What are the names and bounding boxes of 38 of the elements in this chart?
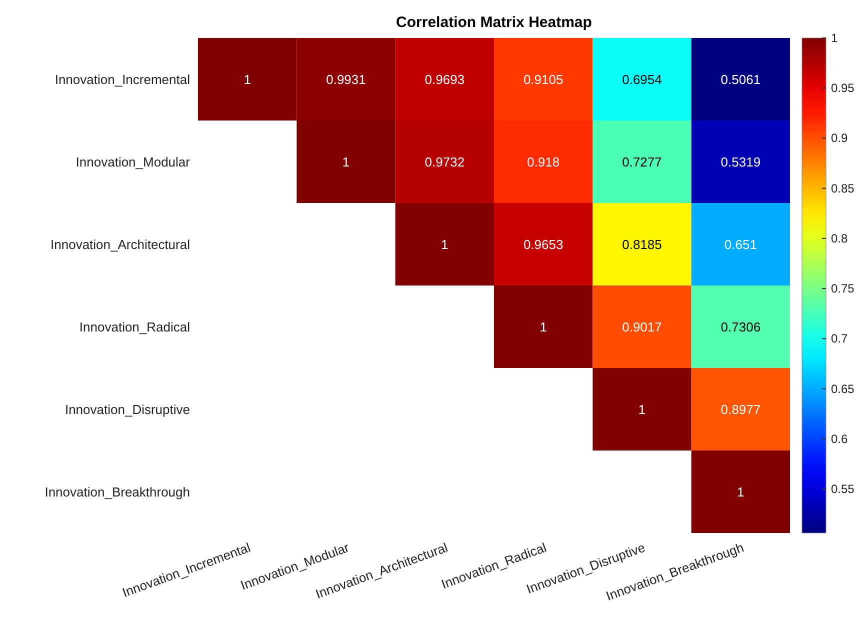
y-tick-label: Innovation_Modular [76, 154, 191, 170]
data-label: 1 [244, 72, 251, 87]
data-label: 0.5061 [720, 72, 761, 87]
y-tick-label: Innovation_Disruptive [64, 402, 190, 417]
y-tick-label: Innovation_Radical [79, 319, 190, 334]
y-tick-label: Innovation_Architectural [50, 236, 190, 252]
color-bar-label: 0.55 [831, 482, 855, 496]
data-label: 0.8185 [622, 236, 662, 252]
y-tick-label: Innovation_Breakthrough [44, 484, 190, 500]
color-bar-label: 0.7 [831, 332, 848, 346]
data-label: 0.9931 [326, 72, 366, 87]
data-label: 1 [638, 402, 646, 417]
color-bar-label: 0.65 [831, 382, 855, 396]
color-bar-label: 1 [831, 31, 838, 45]
color-bar-label: 0.8 [831, 231, 848, 246]
data-label: 1 [737, 484, 744, 500]
data-label: 0.651 [724, 236, 757, 252]
y-tick-label: Innovation_Incremental [54, 72, 190, 87]
data-label: 0.9732 [424, 154, 465, 170]
data-label: 0.8977 [720, 402, 761, 417]
color-bar-label: 0.9 [831, 131, 848, 146]
data-label: 0.9653 [523, 236, 564, 252]
data-label: 1 [441, 236, 448, 252]
data-label: 0.9017 [622, 319, 662, 334]
data-label: 0.6954 [622, 72, 662, 87]
chart-title: Correlation Matrix Heatmap [395, 14, 593, 31]
data-label: 0.9105 [523, 72, 564, 87]
data-label: 0.5319 [720, 154, 761, 170]
color-bar-label: 0.75 [831, 282, 855, 296]
data-label: 1 [540, 319, 547, 334]
data-label: 1 [342, 154, 350, 170]
color-bar-label: 0.95 [831, 81, 855, 96]
data-label: 0.9693 [424, 72, 465, 87]
data-label: 0.7306 [720, 319, 761, 334]
data-label: 0.918 [527, 154, 560, 170]
data-label: 0.7277 [622, 154, 662, 170]
color-bar-label: 0.85 [831, 181, 855, 196]
color-bar-label: 0.6 [831, 432, 848, 446]
